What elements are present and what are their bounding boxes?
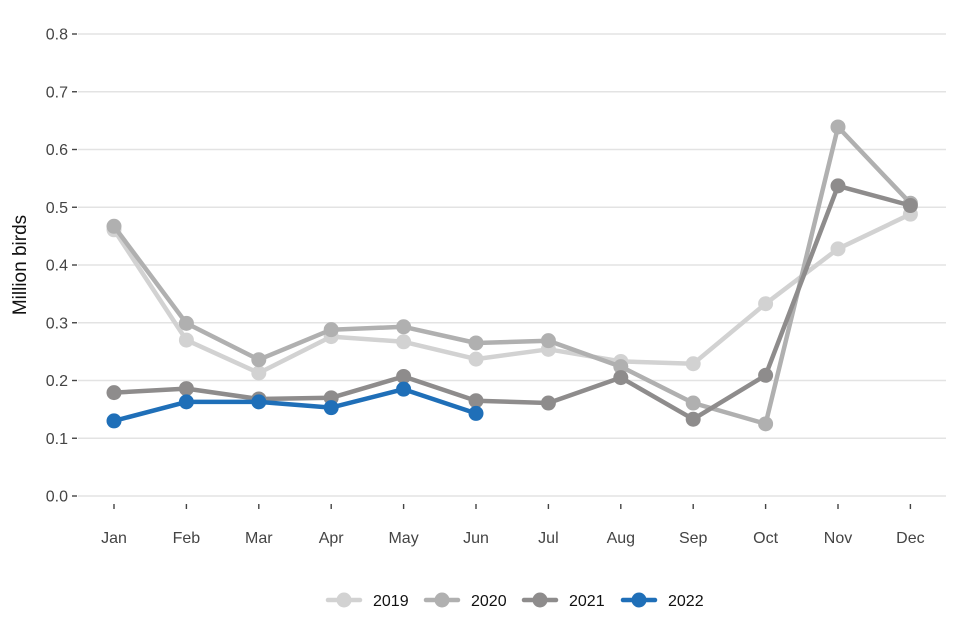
data-point-2022-Jun bbox=[468, 405, 484, 421]
data-point-2019-Nov bbox=[830, 241, 846, 257]
legend-swatch-point bbox=[336, 592, 352, 608]
legend: 2019 2020 2021 2022 bbox=[325, 592, 704, 610]
y-tick-label: 0.8 bbox=[46, 27, 68, 44]
y-tick-label: 0.7 bbox=[46, 84, 68, 101]
data-point-2020-Sep bbox=[685, 395, 701, 411]
x-tick-label: Aug bbox=[607, 530, 635, 547]
y-tick-label: 0.5 bbox=[46, 200, 68, 217]
y-axis: 0.0 0.1 0.2 0.3 0.4 0.5 0.6 0.7 0.8 bbox=[46, 27, 77, 506]
data-point-2021-Sep bbox=[685, 411, 701, 427]
legend-item-2020: 2020 bbox=[423, 592, 507, 610]
data-point-2020-Oct bbox=[758, 416, 774, 432]
x-tick-label: Dec bbox=[896, 530, 924, 547]
x-tick-label: Jul bbox=[538, 530, 558, 547]
series-line-2019 bbox=[111, 211, 913, 376]
legend-label: 2019 bbox=[373, 593, 409, 610]
data-point-2022-Mar bbox=[251, 394, 267, 410]
legend-swatch-point bbox=[434, 592, 450, 608]
x-tick-label: Sep bbox=[679, 530, 708, 547]
x-tick-label: Oct bbox=[753, 530, 778, 547]
data-point-2020-Mar bbox=[251, 352, 267, 368]
series-2019 bbox=[106, 206, 918, 381]
legend-item-2022: 2022 bbox=[620, 592, 704, 610]
x-tick-label: Feb bbox=[173, 530, 201, 547]
legend-swatch-point bbox=[631, 592, 647, 608]
data-point-2020-Aug bbox=[613, 359, 629, 375]
y-tick-label: 0.0 bbox=[46, 489, 68, 506]
data-point-2019-Oct bbox=[758, 296, 774, 312]
x-tick-label: Nov bbox=[824, 530, 852, 547]
series-2022 bbox=[106, 381, 484, 429]
data-point-2020-Jun bbox=[468, 335, 484, 351]
y-tick-label: 0.6 bbox=[46, 142, 68, 159]
data-point-2022-Feb bbox=[178, 394, 194, 410]
series-2020 bbox=[106, 119, 918, 432]
data-point-2020-May bbox=[396, 319, 412, 335]
series-line-2021 bbox=[111, 183, 913, 422]
data-point-2020-Nov bbox=[830, 119, 846, 135]
series-line-2020 bbox=[111, 124, 913, 427]
data-point-2022-May bbox=[396, 381, 412, 397]
data-point-2020-Jan bbox=[106, 218, 122, 234]
x-tick-label: Jun bbox=[463, 530, 489, 547]
series-line-2022 bbox=[111, 386, 479, 424]
y-tick-label: 0.4 bbox=[46, 258, 68, 275]
data-point-2022-Apr bbox=[323, 400, 339, 416]
y-tick-label: 0.2 bbox=[46, 373, 68, 390]
data-point-2020-Jul bbox=[540, 333, 556, 349]
x-tick-label: Mar bbox=[245, 530, 273, 547]
data-point-2021-May bbox=[396, 368, 412, 384]
legend-item-2021: 2021 bbox=[521, 592, 605, 610]
data-point-2019-Mar bbox=[251, 365, 267, 381]
data-point-2019-May bbox=[396, 334, 412, 350]
data-point-2021-Nov bbox=[830, 178, 846, 194]
data-point-2019-Feb bbox=[178, 332, 194, 348]
data-point-2021-Jun bbox=[468, 393, 484, 409]
gridlines bbox=[78, 33, 946, 497]
y-tick-label: 0.1 bbox=[46, 431, 68, 448]
legend-label: 2020 bbox=[471, 593, 507, 610]
data-point-2021-Dec bbox=[902, 198, 918, 214]
legend-label: 2021 bbox=[569, 593, 605, 610]
y-axis-title: Million birds bbox=[10, 215, 31, 315]
data-point-2020-Feb bbox=[178, 315, 194, 331]
data-point-2021-Jul bbox=[540, 395, 556, 411]
data-point-2020-Apr bbox=[323, 322, 339, 338]
series bbox=[106, 119, 918, 432]
y-tick-label: 0.3 bbox=[46, 315, 68, 332]
legend-swatch-point bbox=[532, 592, 548, 608]
legend-label: 2022 bbox=[668, 593, 704, 610]
data-point-2021-Feb bbox=[178, 381, 194, 397]
data-point-2019-Jun bbox=[468, 351, 484, 367]
data-point-2021-Aug bbox=[613, 370, 629, 386]
data-point-2021-Oct bbox=[758, 367, 774, 383]
legend-item-2019: 2019 bbox=[325, 592, 409, 610]
x-tick-label: Jan bbox=[101, 530, 127, 547]
data-point-2021-Jan bbox=[106, 385, 122, 401]
x-axis: Jan Feb Mar Apr May Jun Jul Aug Sep Oct Nov Dec bbox=[101, 504, 925, 547]
x-tick-label: Apr bbox=[319, 530, 345, 547]
data-point-2022-Jan bbox=[106, 413, 122, 429]
x-tick-label: May bbox=[388, 530, 418, 547]
data-point-2019-Sep bbox=[685, 356, 701, 372]
